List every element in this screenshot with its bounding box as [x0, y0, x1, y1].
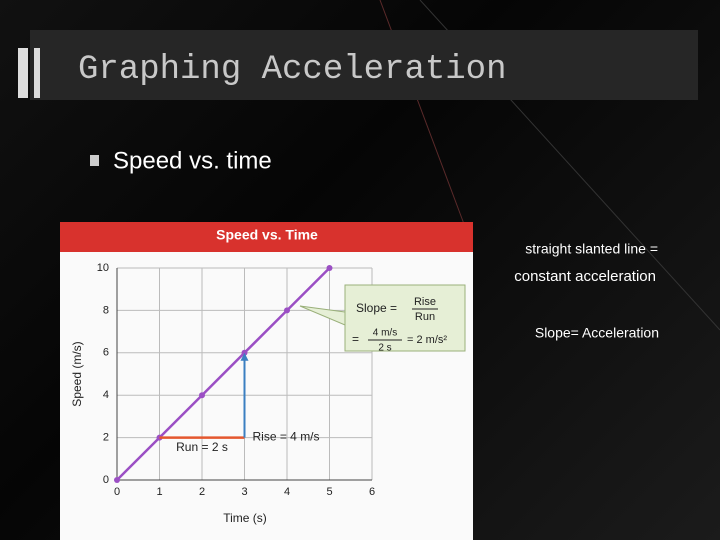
rise-label: Rise = 4 m/s	[253, 429, 320, 443]
decor	[18, 48, 28, 98]
y-axis-label: Speed (m/s)	[70, 341, 84, 406]
run-label: Run = 2 s	[176, 440, 228, 454]
data-point	[199, 392, 205, 399]
title-band	[30, 30, 698, 100]
bullet-marker	[90, 155, 99, 166]
callout-text: = 2 m/s²	[407, 334, 447, 346]
callout-text: Rise	[414, 296, 436, 308]
x-tick-label: 5	[326, 486, 332, 498]
x-axis-label: Time (s)	[223, 511, 267, 525]
y-tick-label: 8	[103, 304, 109, 316]
slide-title: Graphing Acceleration	[78, 51, 506, 89]
note: straight slanted line =	[525, 241, 658, 257]
note: constant acceleration	[514, 268, 656, 285]
rise-arrowhead	[240, 352, 249, 361]
callout-text: =	[352, 332, 359, 346]
data-point	[284, 307, 290, 314]
x-tick-label: 0	[114, 486, 120, 498]
bullet-text: Speed vs. time	[113, 147, 272, 174]
x-tick-label: 2	[199, 486, 205, 498]
callout-box	[344, 284, 466, 352]
callout-text: 2 s	[378, 343, 391, 354]
x-tick-label: 1	[156, 486, 162, 498]
data-point	[326, 265, 333, 271]
y-tick-label: 0	[103, 474, 109, 486]
chart-bg	[60, 222, 473, 540]
data-line	[116, 267, 331, 481]
callout-text: 4 m/s	[373, 328, 397, 339]
note: Slope= Acceleration	[535, 325, 659, 341]
chart-title: Speed vs. Time	[216, 227, 318, 243]
x-tick-label: 3	[241, 486, 247, 498]
callout-text: Run	[415, 311, 435, 323]
x-tick-label: 4	[284, 486, 290, 498]
callout-text: Slope =	[356, 301, 397, 315]
y-tick-label: 6	[103, 347, 109, 359]
y-tick-label: 2	[103, 432, 109, 444]
x-tick-label: 6	[369, 486, 375, 498]
chart-header	[60, 222, 473, 252]
y-tick-label: 4	[103, 389, 109, 401]
y-tick-label: 10	[97, 262, 109, 274]
chart: Speed vs. Time Time (s) Speed (m/s) 0 1 2 3…	[60, 222, 473, 540]
decor	[34, 48, 40, 98]
data-point	[114, 477, 120, 483]
